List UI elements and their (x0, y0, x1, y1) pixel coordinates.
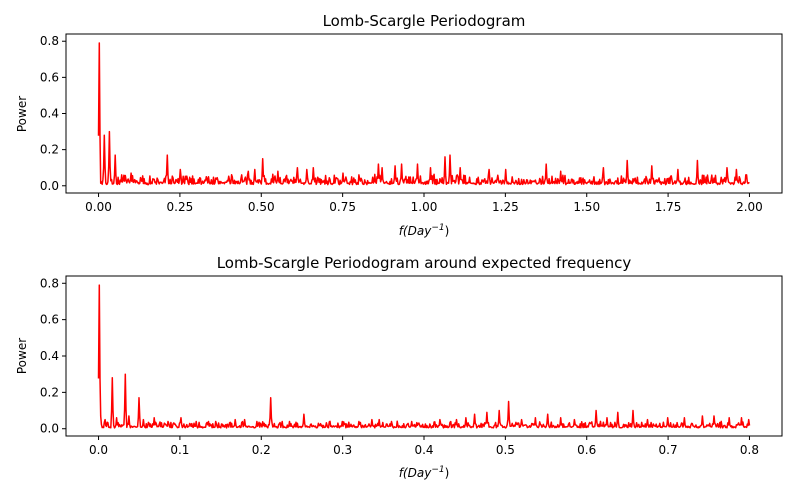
x-tick-label: 0.2 (252, 443, 271, 457)
x-tick-label: 0.00 (85, 200, 112, 214)
y-tick-label: 0.6 (40, 70, 59, 84)
x-tick-label: 1.50 (573, 200, 600, 214)
x-ticks: 0.00 0.25 0.50 0.75 1.00 1.25 1.50 1.75 2.00 (85, 193, 763, 214)
x-tick-label: 0.50 (248, 200, 275, 214)
y-tick-label: 0.4 (40, 349, 59, 363)
y-tick-label: 0.8 (40, 34, 59, 48)
chart-title: Lomb-Scargle Periodogram (323, 12, 526, 30)
y-tick-label: 0.4 (40, 107, 59, 121)
x-tick-label: 0.6 (577, 443, 596, 457)
y-axis-label: Power (15, 338, 29, 374)
x-tick-label: 2.00 (736, 200, 763, 214)
series-line (97, 284, 751, 429)
chart-bottom: Lomb-Scargle Periodogram around expected… (15, 254, 783, 480)
y-ticks: 0.0 0.2 0.4 0.6 0.8 (40, 34, 66, 193)
y-tick-label: 0.0 (40, 179, 59, 193)
chart-top: Lomb-Scargle Periodogram 0.00 0.25 0.50 0.7… (15, 12, 783, 238)
y-tick-label: 0.0 (40, 422, 59, 436)
x-ticks: 0.0 0.1 0.2 0.3 0.4 0.5 0.6 0.7 0.8 (89, 436, 759, 457)
plot-frame (65, 275, 783, 437)
y-tick-label: 0.6 (40, 313, 59, 327)
x-tick-label: 1.00 (411, 200, 438, 214)
y-tick-label: 0.8 (40, 276, 59, 290)
x-tick-label: 0.7 (659, 443, 678, 457)
x-tick-label: 1.25 (492, 200, 519, 214)
x-tick-label: 0.0 (89, 443, 108, 457)
y-axis-label: Power (15, 96, 29, 132)
chart-title: Lomb-Scargle Periodogram around expected… (217, 254, 632, 272)
series-line (97, 42, 750, 186)
x-tick-label: 0.75 (329, 200, 356, 214)
x-axis-label: f(Day−1) (399, 465, 450, 480)
y-tick-label: 0.2 (40, 385, 59, 399)
x-tick-label: 0.1 (170, 443, 189, 457)
y-ticks: 0.0 0.2 0.4 0.6 0.8 (40, 276, 66, 436)
x-tick-label: 0.5 (496, 443, 515, 457)
x-tick-label: 0.3 (333, 443, 352, 457)
y-tick-label: 0.2 (40, 143, 59, 157)
plot-frame (65, 33, 783, 194)
x-tick-label: 0.4 (414, 443, 433, 457)
x-tick-label: 0.8 (740, 443, 759, 457)
x-tick-label: 0.25 (167, 200, 194, 214)
x-axis-label: f(Day−1) (399, 223, 450, 238)
x-tick-label: 1.75 (655, 200, 682, 214)
